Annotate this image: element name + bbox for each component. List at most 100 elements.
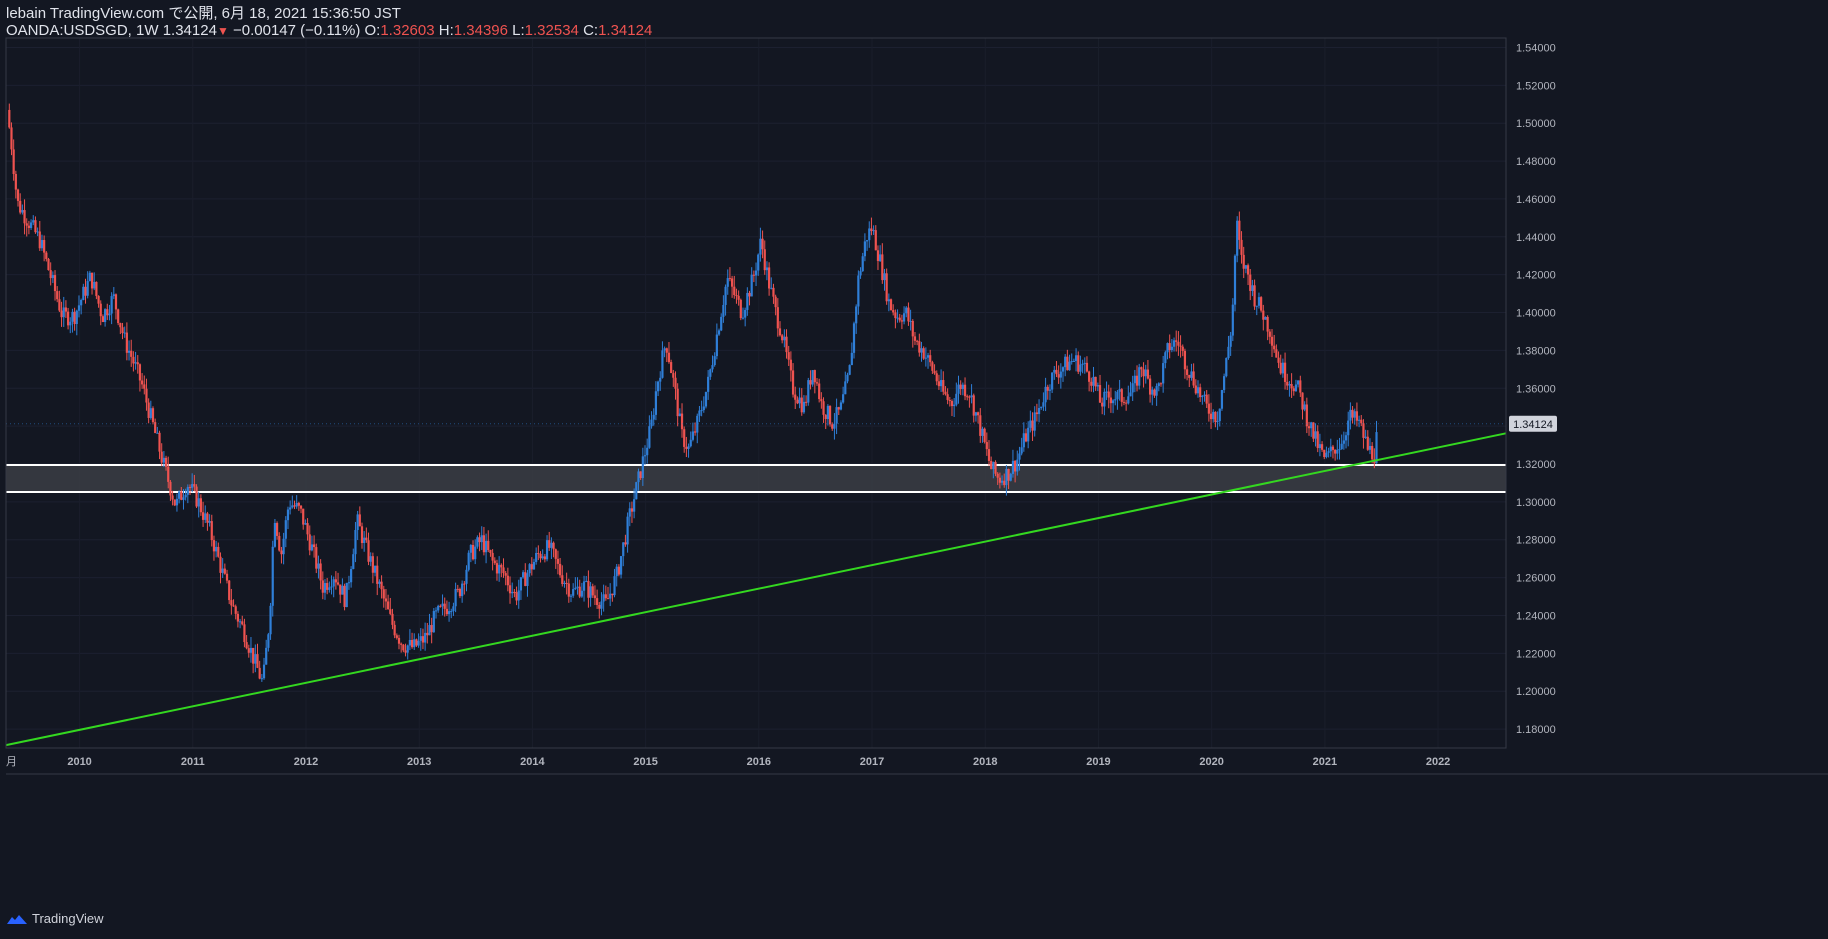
- candle-body: [1148, 378, 1152, 395]
- candle-body: [1275, 349, 1278, 358]
- y-tick-label: 1.30000: [1516, 497, 1556, 509]
- candle-body: [950, 401, 954, 407]
- candle-body: [145, 388, 148, 403]
- candle-down: [1153, 388, 1156, 398]
- candle-up: [704, 391, 708, 409]
- candle-down: [387, 594, 390, 610]
- candle-up: [345, 582, 348, 608]
- candle-up: [1022, 422, 1025, 452]
- candle-body: [674, 377, 677, 389]
- candle-body: [77, 305, 81, 311]
- candle-up: [1329, 438, 1332, 457]
- candle-down: [1362, 419, 1365, 449]
- candle-body: [271, 546, 274, 606]
- candle-body: [206, 513, 209, 523]
- candle-down: [1305, 397, 1308, 434]
- candle-down: [443, 597, 446, 617]
- candle-down: [223, 563, 226, 575]
- candle-down: [985, 432, 988, 456]
- candle-body: [639, 471, 642, 479]
- candle-body: [1340, 443, 1343, 450]
- candle-up: [104, 308, 107, 327]
- candle-body: [744, 309, 747, 318]
- candle-body: [1264, 316, 1267, 320]
- candle-body: [748, 292, 751, 297]
- candle-body: [506, 575, 509, 586]
- y-tick-label: 1.24000: [1516, 610, 1556, 622]
- candle-up: [1342, 431, 1345, 450]
- candle-up: [93, 272, 96, 291]
- candle-up: [1227, 335, 1230, 360]
- candle-down: [1279, 354, 1282, 375]
- candle-body: [1114, 399, 1117, 401]
- candle-up: [1251, 279, 1254, 297]
- candle-body: [1334, 449, 1337, 454]
- candle-body: [474, 546, 477, 560]
- candle-up: [1220, 389, 1224, 411]
- candle-down: [380, 575, 383, 599]
- candle-down: [487, 530, 490, 553]
- candle-body: [447, 611, 451, 615]
- candle-down: [34, 216, 37, 234]
- candle-down: [16, 188, 20, 207]
- candle-up: [924, 347, 927, 367]
- candle-body: [484, 540, 488, 553]
- candle-down: [90, 272, 94, 295]
- candle-body: [1371, 445, 1374, 460]
- candle-body: [265, 647, 268, 665]
- candle-body: [663, 348, 666, 351]
- candle-up: [21, 204, 24, 215]
- candle-body: [230, 600, 233, 606]
- candle-body: [90, 272, 94, 289]
- candle-up: [589, 581, 592, 607]
- candle-body: [88, 272, 91, 282]
- candle-down: [1323, 449, 1326, 460]
- candle-up: [574, 577, 577, 591]
- candle-body: [419, 636, 422, 641]
- candle-body: [461, 583, 464, 597]
- candle-up: [868, 221, 871, 248]
- candle-body: [667, 352, 671, 363]
- candle-body: [40, 240, 44, 249]
- candle-up: [1216, 411, 1219, 431]
- candle-up: [1294, 379, 1298, 392]
- candle-body: [232, 605, 235, 607]
- candle-body: [1246, 265, 1250, 275]
- candle-down: [1066, 349, 1069, 371]
- symbol-name[interactable]: OANDA:USDSGD, 1W: [6, 22, 159, 39]
- candle-down: [1146, 359, 1150, 380]
- candle-down: [1242, 246, 1245, 279]
- candle-body: [504, 573, 507, 576]
- candle-body: [45, 252, 48, 259]
- candle-down: [195, 484, 198, 509]
- candle-down: [360, 522, 364, 549]
- candle-body: [413, 639, 416, 648]
- candle-body: [1101, 402, 1104, 407]
- candle-down: [1192, 363, 1195, 388]
- tradingview-brand[interactable]: TradingView: [32, 911, 104, 926]
- candle-body: [336, 582, 340, 585]
- candle-up: [1375, 420, 1378, 464]
- candle-up: [286, 506, 290, 530]
- candle-body: [454, 588, 457, 607]
- candle-up: [746, 287, 749, 316]
- candle-body: [1168, 343, 1171, 351]
- candle-up: [1166, 342, 1169, 360]
- candle-body: [676, 388, 679, 417]
- candle-down: [898, 313, 901, 323]
- candle-up: [1338, 437, 1341, 460]
- candle-up: [295, 495, 298, 509]
- candle-body: [922, 348, 925, 359]
- candle-up: [149, 400, 152, 420]
- candle-down: [482, 526, 486, 556]
- candle-body: [691, 431, 695, 440]
- candle-up: [291, 495, 294, 509]
- candle-down: [212, 535, 216, 561]
- time-axis: 2010 2011 2012 2013 2014 2015 2016 2017 2018 2019…: [6, 756, 1450, 768]
- candle-up: [1129, 381, 1132, 397]
- candle-up: [939, 369, 943, 392]
- candle-down: [791, 363, 795, 398]
- candle-body: [554, 549, 557, 559]
- candle-body: [865, 240, 869, 242]
